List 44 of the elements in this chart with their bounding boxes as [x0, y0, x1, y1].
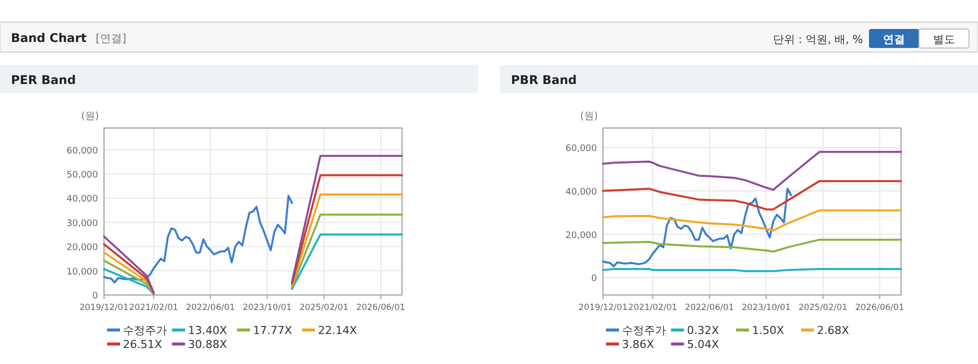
legend-label: 수정주가: [622, 324, 666, 337]
y-tick-label: 0: [591, 274, 598, 284]
text: 단위 : 억원, 배, %: [772, 33, 863, 46]
y-axis-title: (원): [580, 111, 598, 122]
y-tick-label: 40,000: [66, 194, 98, 205]
x-tick-label: 2023/10/01: [742, 303, 791, 313]
text: 연결: [883, 33, 905, 46]
legend-label: 13.40X: [188, 324, 228, 337]
x-tick-label: 2026/06/01: [356, 303, 406, 313]
y-tick-label: 20,000: [66, 243, 98, 254]
legend-label: 17.77X: [253, 324, 292, 337]
text: 별도: [933, 33, 955, 46]
y-tick-label: 20,000: [566, 230, 598, 241]
chart-title: PER Band: [11, 73, 76, 87]
chart-title: PBR Band: [511, 73, 577, 87]
legend-label: 30.88X: [188, 338, 228, 351]
legend-label: 22.14X: [318, 324, 358, 337]
y-tick-label: 30,000: [66, 218, 98, 229]
y-tick-label: 50,000: [66, 170, 98, 180]
legend-label: 0.32X: [687, 324, 720, 337]
legend-label: 2.68X: [817, 324, 850, 337]
x-tick-label: 2025/02/01: [798, 303, 848, 313]
x-tick-label: 2025/02/01: [299, 303, 348, 313]
legend-label: 수정주가: [123, 324, 167, 337]
x-tick-label: 2023/10/01: [242, 303, 292, 313]
x-tick-label: 2022/06/01: [684, 303, 734, 313]
x-tick-label: 2019/12/01: [578, 303, 628, 313]
y-tick-label: 60,000: [566, 144, 598, 154]
text: [연결]: [96, 32, 126, 45]
legend-label: 3.86X: [622, 338, 654, 351]
legend-label: 5.04X: [687, 338, 720, 351]
text: Band Chart: [11, 31, 87, 45]
y-axis-title: (원): [81, 111, 99, 122]
x-tick-label: 2021/02/01: [628, 303, 678, 313]
y-tick-label: 0: [92, 292, 98, 302]
x-tick-label: 2022/06/01: [186, 303, 235, 313]
x-tick-label: 2019/12/01: [80, 303, 128, 313]
x-tick-label: 2026/06/01: [855, 303, 904, 313]
legend-label: 1.50X: [752, 324, 784, 337]
legend-label: 26.51X: [123, 338, 162, 351]
y-tick-label: 60,000: [66, 146, 98, 156]
y-tick-label: 40,000: [566, 187, 598, 198]
y-tick-label: 10,000: [66, 267, 98, 278]
x-tick-label: 2021/02/01: [129, 303, 178, 313]
